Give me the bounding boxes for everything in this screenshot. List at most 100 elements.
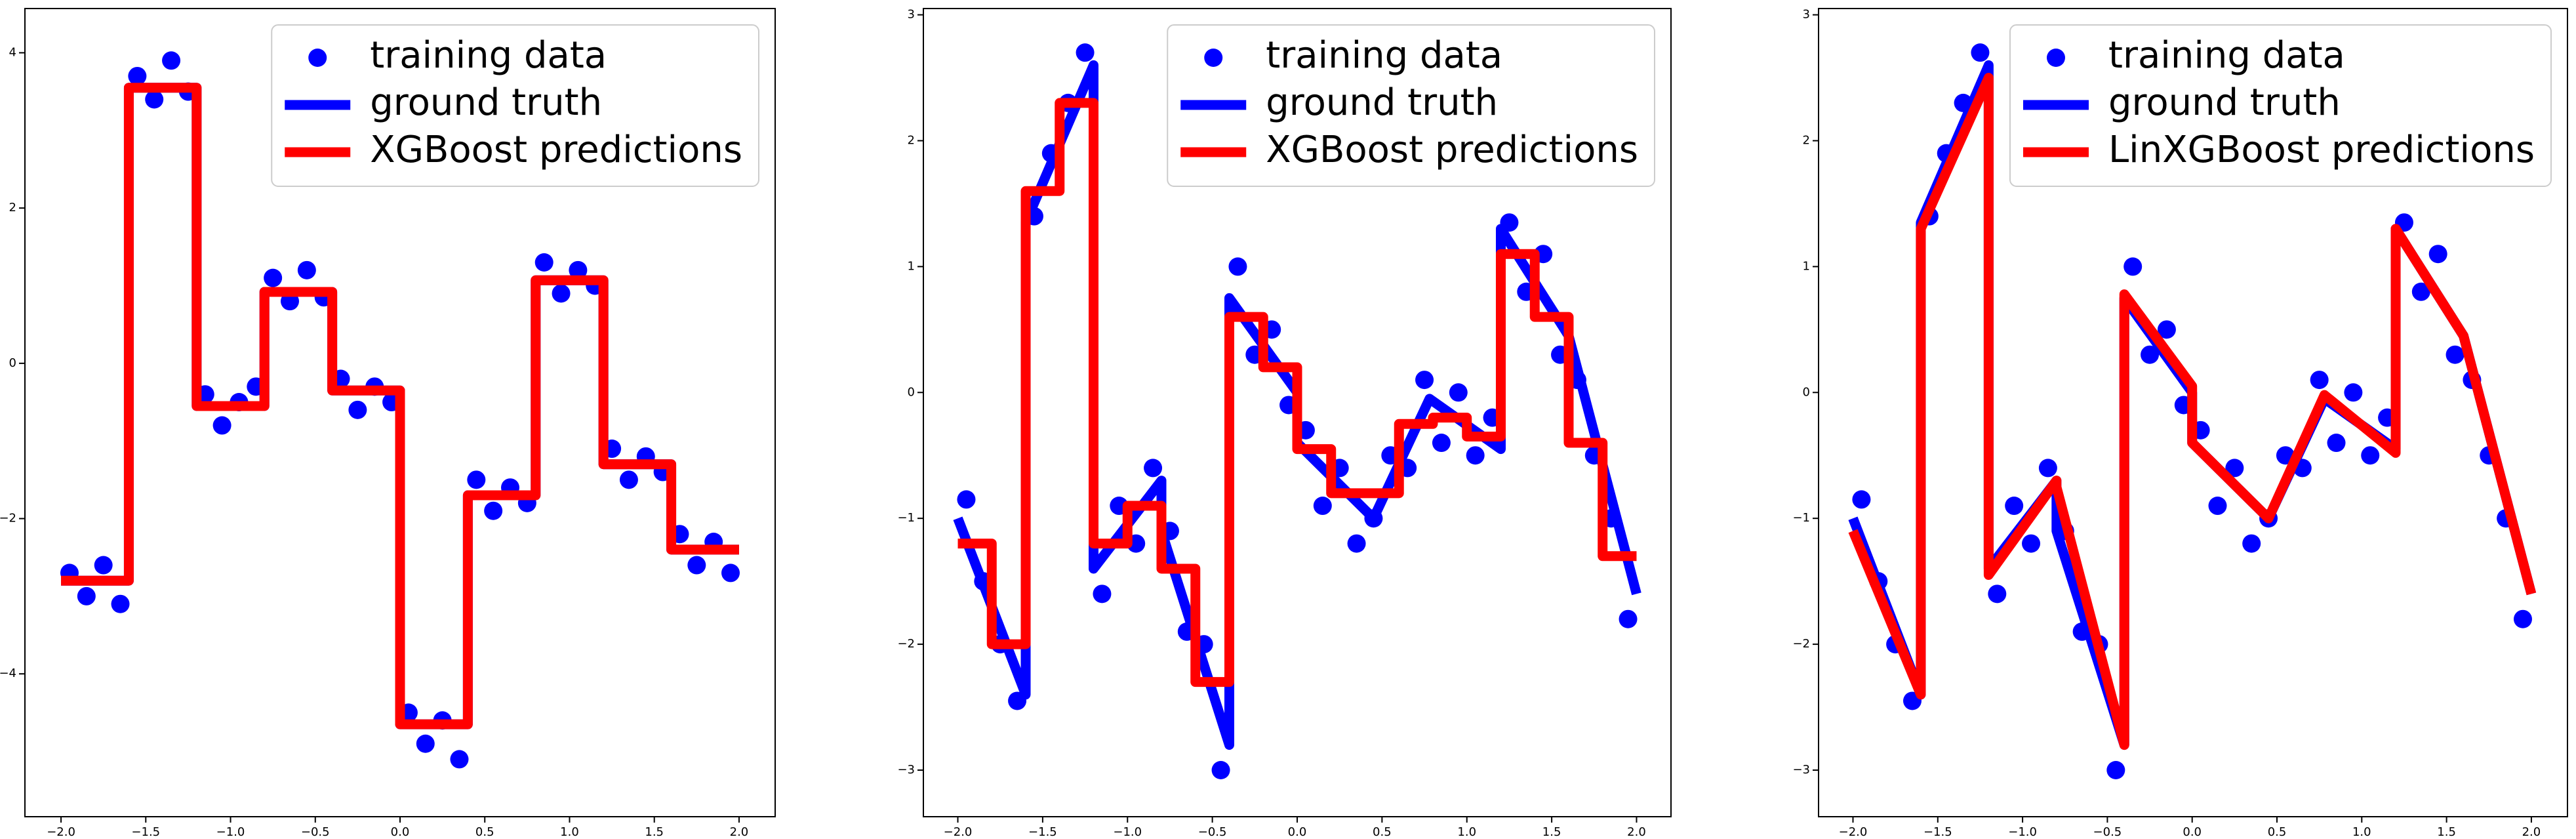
legend-label: training data: [2108, 34, 2345, 77]
x-tick-label: 1.5: [2437, 825, 2456, 839]
y-tick-label: 1: [908, 259, 915, 273]
y-tick-label: −2: [0, 512, 16, 525]
y-tick-label: −1: [1792, 511, 1810, 525]
y-tick-label: −3: [897, 763, 915, 777]
y-tick-label: −1: [897, 511, 915, 525]
series-line: [957, 98, 1637, 687]
x-tick-label: −1.5: [1028, 825, 1057, 839]
y-tick-label: 3: [1803, 8, 1810, 22]
y-tick-label: −2: [1792, 637, 1810, 651]
data-point: [264, 268, 283, 287]
x-tick-label: −0.5: [1198, 825, 1227, 839]
data-point: [2344, 383, 2363, 402]
data-point: [1347, 534, 1366, 553]
data-point: [1076, 43, 1095, 62]
x-tick-label: 0.5: [1373, 825, 1392, 839]
plot-frame: [24, 8, 776, 817]
x-tick-label: −2.0: [944, 825, 973, 839]
data-point: [2022, 534, 2041, 553]
data-point: [128, 66, 147, 85]
data-point: [721, 563, 740, 583]
data-point: [2005, 497, 2024, 516]
data-point: [2361, 446, 2380, 465]
data-point: [1228, 257, 1247, 276]
y-tick-label: 2: [1803, 133, 1810, 147]
data-point: [1852, 490, 1871, 509]
y-tick-label: −4: [0, 666, 16, 680]
data-point: [1211, 760, 1230, 779]
data-point: [1313, 497, 1332, 516]
data-point: [2141, 345, 2160, 364]
y-tick-label: 0: [908, 385, 915, 399]
x-tick-label: 0.0: [391, 825, 410, 839]
data-point: [2038, 459, 2057, 478]
data-point: [1144, 459, 1163, 478]
data-point: [687, 556, 706, 575]
x-tick-label: 1.0: [560, 825, 579, 839]
legend-label: training data: [370, 34, 607, 77]
legend-box: [2009, 24, 2552, 187]
legend-marker: [308, 49, 327, 67]
legend-label: XGBoost predictions: [370, 129, 742, 171]
y-tick-label: 0: [9, 356, 16, 370]
series-line: [61, 83, 739, 729]
data-point: [2428, 245, 2447, 264]
legend-box: [1167, 24, 1655, 187]
data-point: [484, 501, 503, 520]
x-tick-label: 1.5: [645, 825, 664, 839]
data-point: [212, 416, 231, 435]
data-point: [2513, 609, 2532, 628]
data-point: [111, 594, 130, 613]
plot-frame: [923, 8, 1672, 817]
data-point: [162, 51, 181, 70]
data-point: [94, 556, 113, 575]
x-tick-label: 1.5: [1542, 825, 1561, 839]
legend-label: ground truth: [370, 81, 602, 124]
legend-label: LinXGBoost predictions: [2108, 129, 2535, 171]
legend-label: ground truth: [2108, 81, 2341, 124]
data-point: [348, 400, 367, 419]
series-line: [1848, 73, 2537, 750]
data-point: [2157, 320, 2176, 339]
x-tick-label: −0.5: [2093, 825, 2122, 839]
x-tick-label: 1.0: [1457, 825, 1476, 839]
data-point: [552, 284, 571, 303]
data-point: [2242, 534, 2261, 553]
y-tick-label: −2: [897, 637, 915, 651]
x-tick-label: 0.0: [1288, 825, 1307, 839]
legend-marker: [2046, 49, 2065, 67]
x-tick-label: 2.0: [730, 825, 749, 839]
data-point: [2411, 282, 2430, 301]
data-point: [1415, 371, 1434, 390]
data-point: [569, 260, 588, 279]
x-tick-label: −2.0: [47, 825, 75, 839]
y-tick-label: 4: [9, 45, 16, 59]
subplot: −2.0 −1.5 −1.0 −0.5 0.0 0.5 1.0 1.5 2.0 −4 −2 0 2 4 tr…: [0, 8, 776, 839]
data-point: [1093, 584, 1112, 604]
x-tick-label: 1.0: [2352, 825, 2371, 839]
plot-frame: [1818, 8, 2568, 817]
data-point: [619, 470, 638, 489]
data-point: [957, 490, 976, 509]
data-point: [1988, 584, 2007, 604]
x-tick-label: −1.0: [216, 825, 245, 839]
legend-label: ground truth: [1266, 81, 1498, 124]
data-point: [467, 470, 486, 489]
y-tick-label: 1: [1803, 259, 1810, 273]
data-point: [2225, 459, 2244, 478]
x-tick-label: −1.0: [1113, 825, 1142, 839]
data-point: [1466, 446, 1485, 465]
x-tick-label: −2.0: [1839, 825, 1868, 839]
legend-marker: [1204, 49, 1223, 67]
x-tick-label: −1.0: [2008, 825, 2037, 839]
legend-box: [271, 24, 759, 187]
data-point: [416, 734, 435, 753]
y-tick-label: 2: [9, 201, 16, 215]
x-tick-label: 0.5: [475, 825, 494, 839]
y-tick-label: −3: [1792, 763, 1810, 777]
y-tick-label: 3: [908, 8, 915, 22]
